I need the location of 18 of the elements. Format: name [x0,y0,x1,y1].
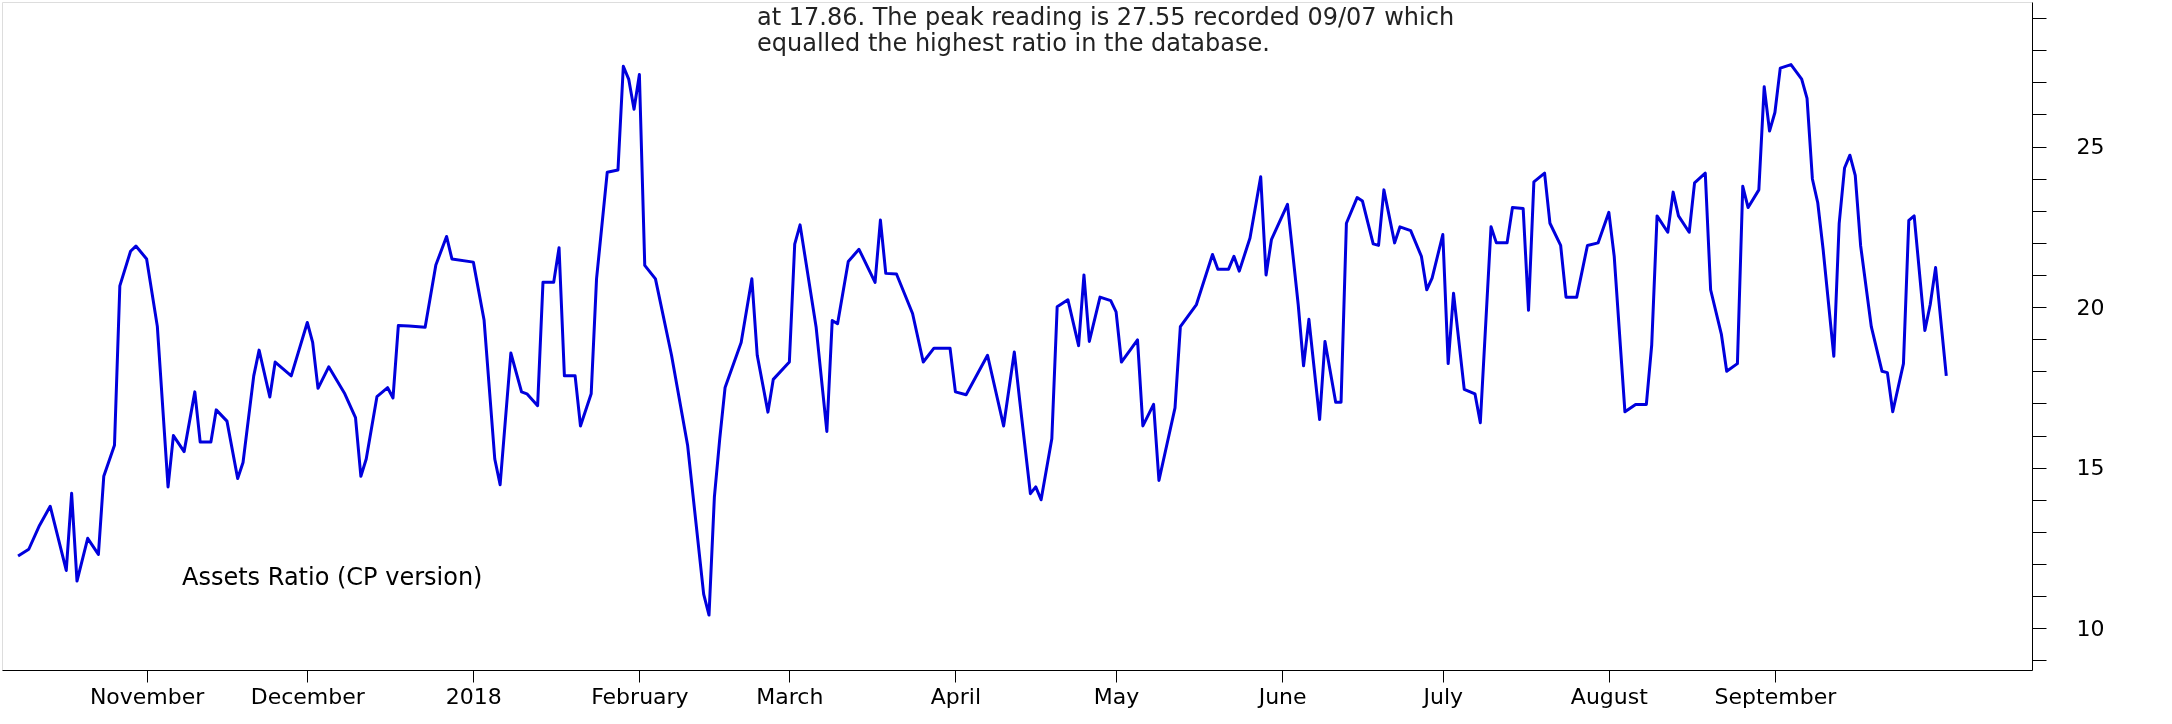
x-tick-label: 2018 [445,683,502,709]
x-tick-label: December [250,683,366,709]
x-tick-label: March [756,683,824,709]
y-tick-label: 20 [2076,294,2105,320]
y-tick-label: 10 [2076,615,2105,641]
x-tick-label: August [1570,683,1649,709]
x-tick-label: July [1421,683,1464,709]
y-tick-label: 25 [2076,134,2105,160]
x-tick-label: April [930,683,982,709]
y-tick-label: 15 [2076,455,2105,481]
x-tick-label: February [591,683,689,709]
text: Assets Ratio (CP version) [182,563,483,591]
x-tick-label: May [1093,683,1140,709]
x-tick-label: November [89,683,206,709]
annotation: at 17.86. The peak reading is 27.55 recorded 09/07 which equalled the highest ratio in the database. [757,3,1455,57]
x-tick-label: June [1256,683,1307,709]
line-series [16,63,1948,617]
x-tick-label: September [1714,683,1838,709]
